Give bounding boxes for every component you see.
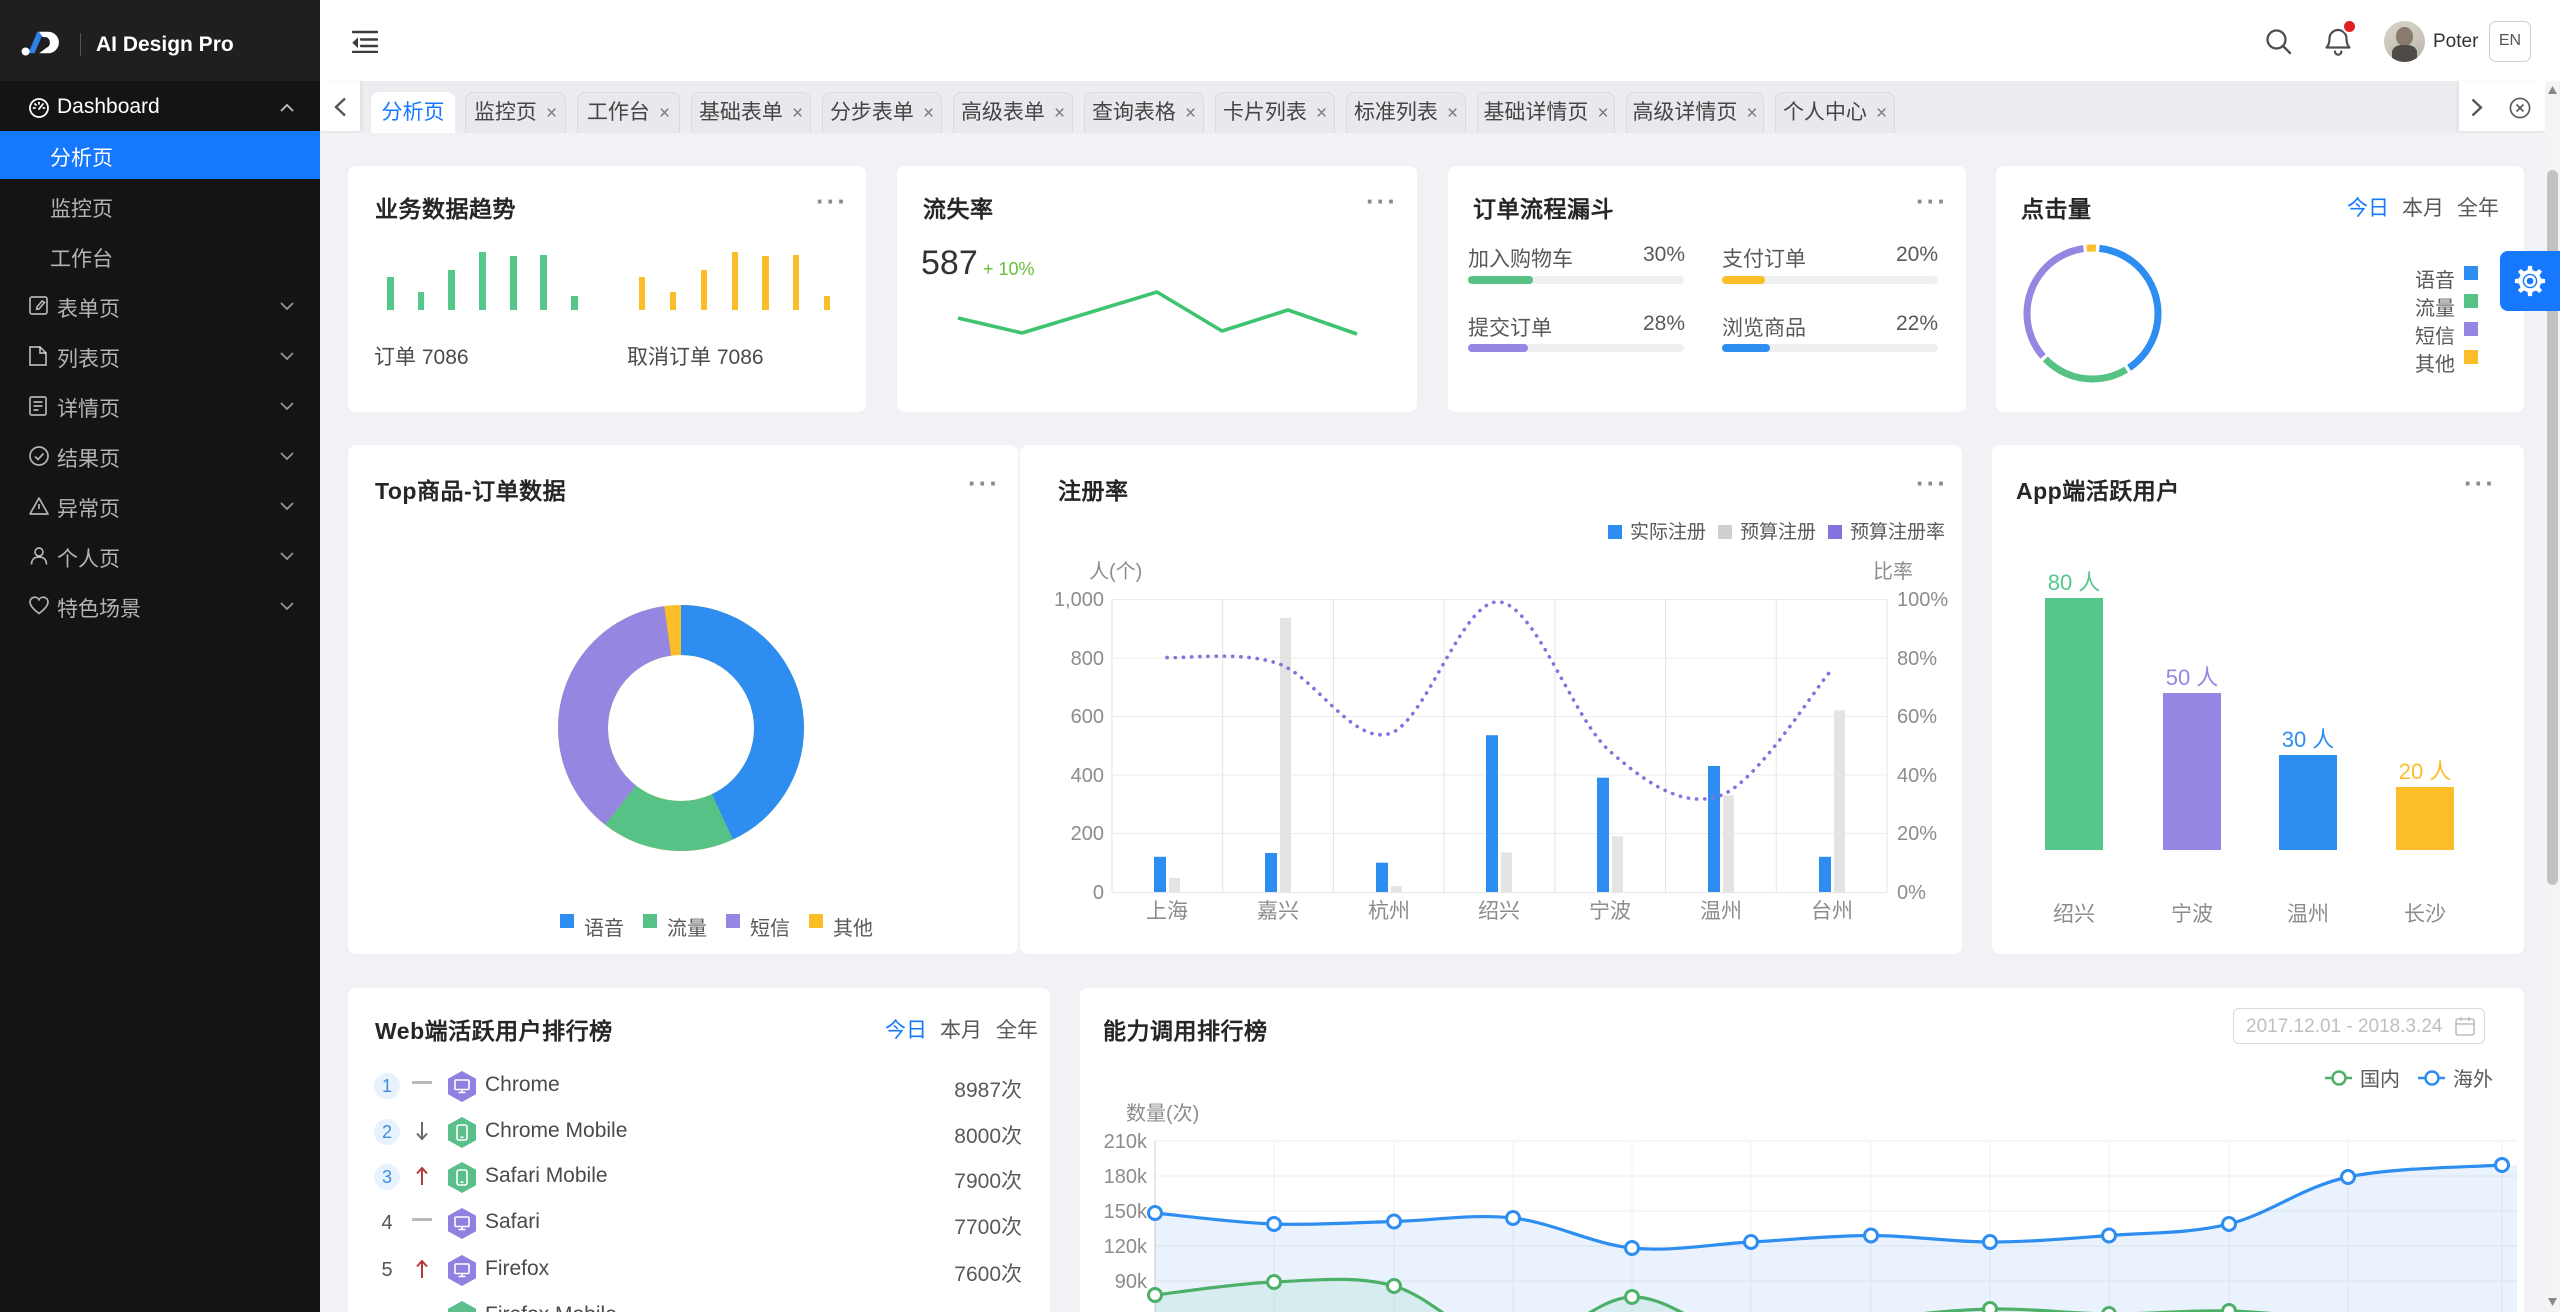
svg-text:100%: 100% (1897, 589, 1948, 611)
svg-text:20%: 20% (1897, 823, 1937, 845)
svg-text:温州: 温州 (1700, 900, 1742, 923)
svg-text:国内: 国内 (2360, 1068, 2400, 1091)
svg-text:宁波: 宁波 (1589, 900, 1631, 923)
svg-text:实际注册: 实际注册 (1630, 521, 1706, 543)
svg-text:80%: 80% (1897, 648, 1937, 670)
svg-text:120k: 120k (1104, 1236, 1148, 1258)
svg-text:150k: 150k (1104, 1201, 1148, 1223)
svg-text:0: 0 (1093, 882, 1104, 904)
svg-text:预算注册: 预算注册 (1740, 521, 1816, 543)
svg-text:绍兴: 绍兴 (1478, 900, 1520, 923)
svg-text:1,000: 1,000 (1054, 589, 1104, 611)
svg-text:台州: 台州 (1811, 900, 1853, 923)
svg-text:600: 600 (1071, 706, 1104, 728)
svg-text:400: 400 (1071, 765, 1104, 787)
svg-text:海外: 海外 (2453, 1068, 2493, 1091)
svg-text:90k: 90k (1115, 1271, 1148, 1293)
svg-text:预算注册率: 预算注册率 (1850, 521, 1945, 543)
svg-text:数量(次): 数量(次) (1126, 1102, 1199, 1125)
svg-text:800: 800 (1071, 648, 1104, 670)
svg-text:上海: 上海 (1146, 900, 1188, 923)
svg-text:0%: 0% (1897, 882, 1926, 904)
svg-text:60%: 60% (1897, 706, 1937, 728)
svg-text:嘉兴: 嘉兴 (1257, 900, 1299, 923)
svg-text:200: 200 (1071, 823, 1104, 845)
svg-text:180k: 180k (1104, 1166, 1148, 1188)
svg-text:人(个): 人(个) (1089, 560, 1142, 583)
svg-text:比率: 比率 (1873, 560, 1913, 583)
svg-text:40%: 40% (1897, 765, 1937, 787)
svg-text:210k: 210k (1104, 1131, 1148, 1153)
svg-text:杭州: 杭州 (1368, 900, 1410, 923)
